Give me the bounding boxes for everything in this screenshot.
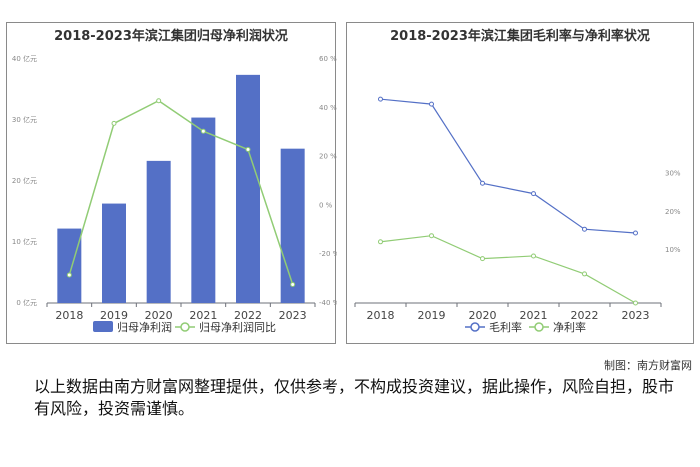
left-chart-svg: 0 亿元 10 亿元 20 亿元 30 亿元 40 亿元 -40 % -20 % 0 % 20 … xyxy=(12,54,337,334)
point-gross-margin xyxy=(480,180,485,186)
point-yoy xyxy=(66,272,72,278)
y-left-tick-label: 30 亿元 xyxy=(12,115,37,124)
left-chart-title: 2018-2023年滨江集团归母净利润状况 xyxy=(54,29,288,44)
bar-net-profit xyxy=(191,117,216,303)
legend-marker-gross-margin xyxy=(470,322,480,332)
y-left-tick-label: 10 亿元 xyxy=(12,237,37,246)
y-left-tick-label: 40 亿元 xyxy=(12,54,37,63)
y-right-tick-label: 40 % xyxy=(319,104,337,112)
bar-net-profit xyxy=(280,148,305,303)
y-tick-label: 10% xyxy=(665,246,681,254)
y-tick-label: 30% xyxy=(665,170,681,178)
point-yoy xyxy=(156,98,162,104)
point-net-margin xyxy=(633,300,638,306)
legend-label-net-profit: 归母净利润 xyxy=(117,320,172,334)
point-net-margin xyxy=(582,271,587,277)
point-gross-margin xyxy=(429,101,434,107)
y-left-tick-label: 0 亿元 xyxy=(16,298,37,307)
y-right-tick-label: 20 % xyxy=(319,153,337,161)
x-tick-label: 2019 xyxy=(418,309,446,322)
y-right-tick-label: 60 % xyxy=(319,55,337,63)
point-gross-margin xyxy=(378,96,383,102)
x-tick-label: 2021 xyxy=(189,309,217,322)
point-net-margin xyxy=(429,233,434,239)
legend-label-gross-margin: 毛利率 xyxy=(489,320,522,334)
y-right-tick-label: 0 % xyxy=(319,201,333,209)
x-tick-label: 2018 xyxy=(367,309,395,322)
point-net-margin xyxy=(378,239,383,245)
point-yoy xyxy=(245,147,251,153)
x-tick-label: 2023 xyxy=(622,309,650,322)
y-right-tick-label: -40 % xyxy=(319,299,337,307)
chart-credit: 制图：南方财富网 xyxy=(604,359,692,372)
point-gross-margin xyxy=(633,230,638,236)
series-line-net-margin xyxy=(380,235,636,304)
x-tick-label: 2023 xyxy=(279,309,307,322)
legend-marker-net-margin xyxy=(534,322,544,332)
disclaimer-text: 以上数据由南方财富网整理提供，仅供参考，不构成投资建议，据此操作，风险自担，股市… xyxy=(34,377,675,418)
bar-net-profit xyxy=(102,203,126,303)
point-yoy xyxy=(200,128,206,134)
bar-net-profit xyxy=(146,160,171,303)
legend-marker-yoy xyxy=(180,322,190,332)
y-right-tick-label: -20 % xyxy=(319,250,337,258)
x-tick-label: 2019 xyxy=(100,309,128,322)
point-net-margin xyxy=(531,253,536,259)
y-left-tick-label: 20 亿元 xyxy=(12,176,37,185)
point-gross-margin xyxy=(531,191,536,197)
left-chart-panel: 2018-2023年滨江集团归母净利润状况 0 亿元 10 亿元 20 亿元 30 亿… xyxy=(6,22,337,344)
point-net-margin xyxy=(480,256,485,262)
right-chart-title: 2018-2023年滨江集团毛利率与净利率状况 xyxy=(390,29,650,44)
series-line-gross-margin xyxy=(380,98,636,234)
right-chart-panel: 2018-2023年滨江集团毛利率与净利率状况 10% 20% 30% 2018 201… xyxy=(346,22,694,344)
legend-swatch-net-profit xyxy=(93,321,113,332)
point-gross-margin xyxy=(582,226,587,232)
x-tick-label: 2021 xyxy=(520,309,548,322)
x-tick-label: 2018 xyxy=(55,309,83,322)
x-tick-label: 2020 xyxy=(145,309,173,322)
x-tick-label: 2022 xyxy=(571,309,599,322)
point-yoy xyxy=(111,120,117,126)
series-line-yoy xyxy=(68,99,294,285)
bar-net-profit xyxy=(57,228,82,303)
legend-label-yoy: 归母净利润同比 xyxy=(199,320,276,334)
bar-net-profit xyxy=(236,74,260,303)
legend-label-net-margin: 净利率 xyxy=(553,320,586,334)
right-chart-svg: 10% 20% 30% 2018 2019 2020 2021 2022 2023 毛利率 净利率 xyxy=(354,96,681,334)
x-tick-label: 2020 xyxy=(469,309,497,322)
y-tick-label: 20% xyxy=(665,208,681,216)
x-tick-label: 2022 xyxy=(234,309,262,322)
point-yoy xyxy=(290,281,296,287)
